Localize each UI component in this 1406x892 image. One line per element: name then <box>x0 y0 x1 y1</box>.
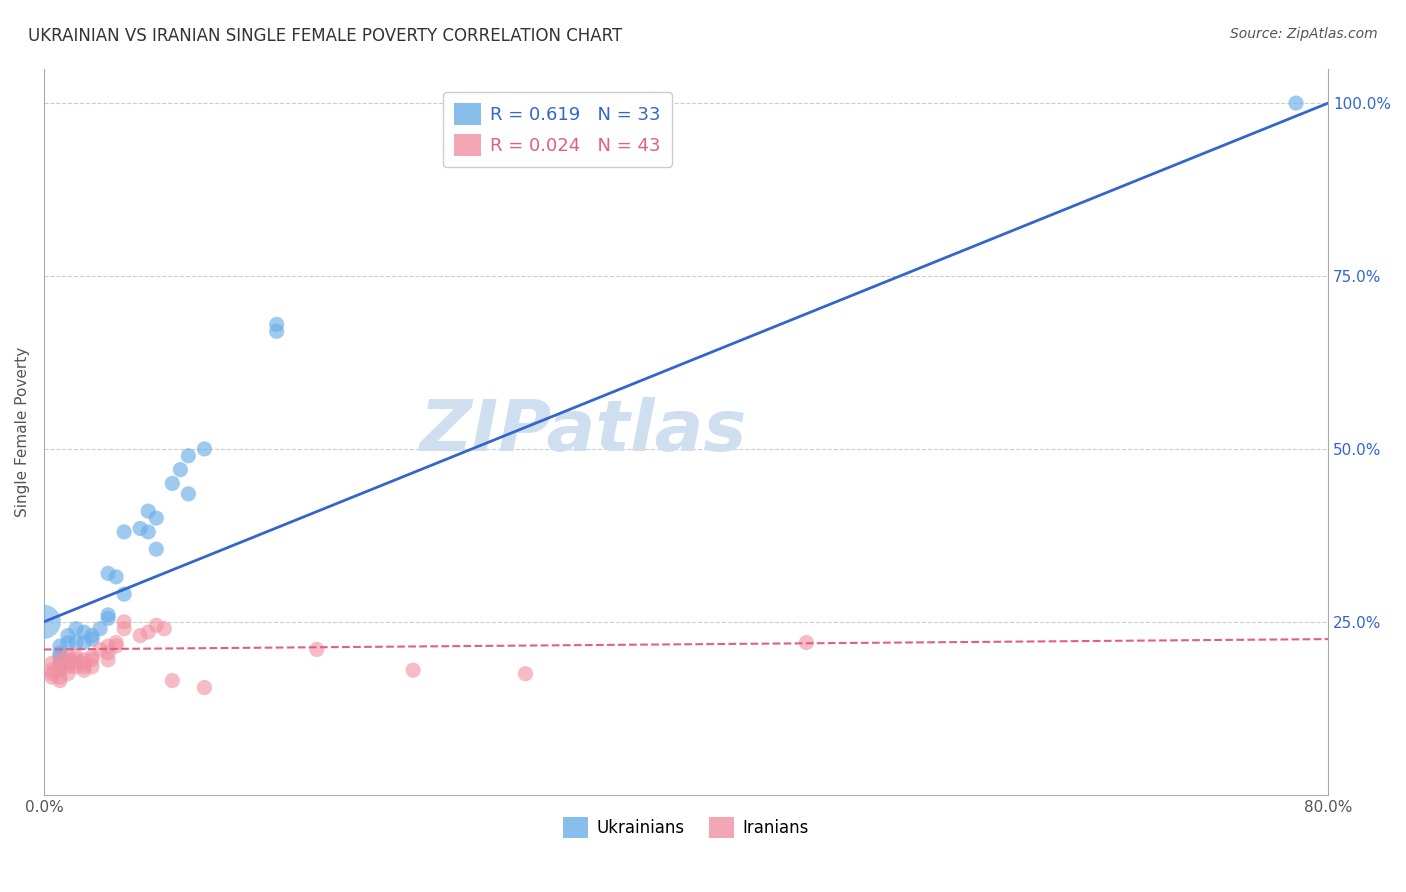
Point <box>112 622 135 636</box>
Point <box>41 666 63 681</box>
Point <box>65 622 87 636</box>
Point <box>97 566 120 581</box>
Point <box>49 663 72 677</box>
Point <box>73 663 96 677</box>
Point <box>177 487 200 501</box>
Point <box>162 673 184 688</box>
Point <box>65 635 87 649</box>
Point <box>73 659 96 673</box>
Point <box>49 639 72 653</box>
Text: ZIPatlas: ZIPatlas <box>419 397 747 467</box>
Point <box>89 642 111 657</box>
Point <box>41 657 63 671</box>
Point <box>796 635 818 649</box>
Point <box>56 635 79 649</box>
Point <box>80 629 103 643</box>
Point <box>145 511 167 525</box>
Point <box>65 653 87 667</box>
Point <box>112 587 135 601</box>
Point <box>112 615 135 629</box>
Point <box>266 318 288 332</box>
Point <box>49 657 72 671</box>
Point <box>73 653 96 667</box>
Point <box>49 659 72 673</box>
Point <box>49 673 72 688</box>
Point <box>56 649 79 664</box>
Point <box>80 659 103 673</box>
Point <box>41 670 63 684</box>
Point <box>129 629 152 643</box>
Point <box>80 649 103 664</box>
Point <box>305 642 328 657</box>
Point <box>73 625 96 640</box>
Point <box>105 635 128 649</box>
Point <box>56 659 79 673</box>
Point <box>89 622 111 636</box>
Point <box>105 570 128 584</box>
Point <box>515 666 537 681</box>
Point <box>56 653 79 667</box>
Point <box>65 649 87 664</box>
Point <box>1285 96 1308 111</box>
Point <box>169 463 191 477</box>
Point <box>65 659 87 673</box>
Text: UKRAINIAN VS IRANIAN SINGLE FEMALE POVERTY CORRELATION CHART: UKRAINIAN VS IRANIAN SINGLE FEMALE POVER… <box>28 27 623 45</box>
Point <box>56 657 79 671</box>
Point <box>97 611 120 625</box>
Text: Source: ZipAtlas.com: Source: ZipAtlas.com <box>1230 27 1378 41</box>
Point <box>97 639 120 653</box>
Point <box>136 504 159 518</box>
Point <box>73 657 96 671</box>
Point <box>145 618 167 632</box>
Point <box>97 646 120 660</box>
Point <box>105 639 128 653</box>
Y-axis label: Single Female Poverty: Single Female Poverty <box>15 346 30 516</box>
Point <box>49 670 72 684</box>
Point <box>49 649 72 664</box>
Point <box>32 615 55 629</box>
Point <box>266 324 288 338</box>
Point <box>145 542 167 557</box>
Point <box>56 629 79 643</box>
Legend: Ukrainians, Iranians: Ukrainians, Iranians <box>557 811 815 845</box>
Point <box>193 442 215 456</box>
Point <box>49 646 72 660</box>
Point <box>49 653 72 667</box>
Point <box>80 653 103 667</box>
Point <box>97 653 120 667</box>
Point <box>73 635 96 649</box>
Point <box>129 521 152 535</box>
Point <box>177 449 200 463</box>
Point <box>402 663 425 677</box>
Point <box>97 607 120 622</box>
Point <box>65 657 87 671</box>
Point <box>193 681 215 695</box>
Point <box>162 476 184 491</box>
Point <box>112 524 135 539</box>
Point <box>56 666 79 681</box>
Point <box>153 622 176 636</box>
Point <box>80 632 103 646</box>
Point <box>136 625 159 640</box>
Point <box>41 663 63 677</box>
Point <box>136 524 159 539</box>
